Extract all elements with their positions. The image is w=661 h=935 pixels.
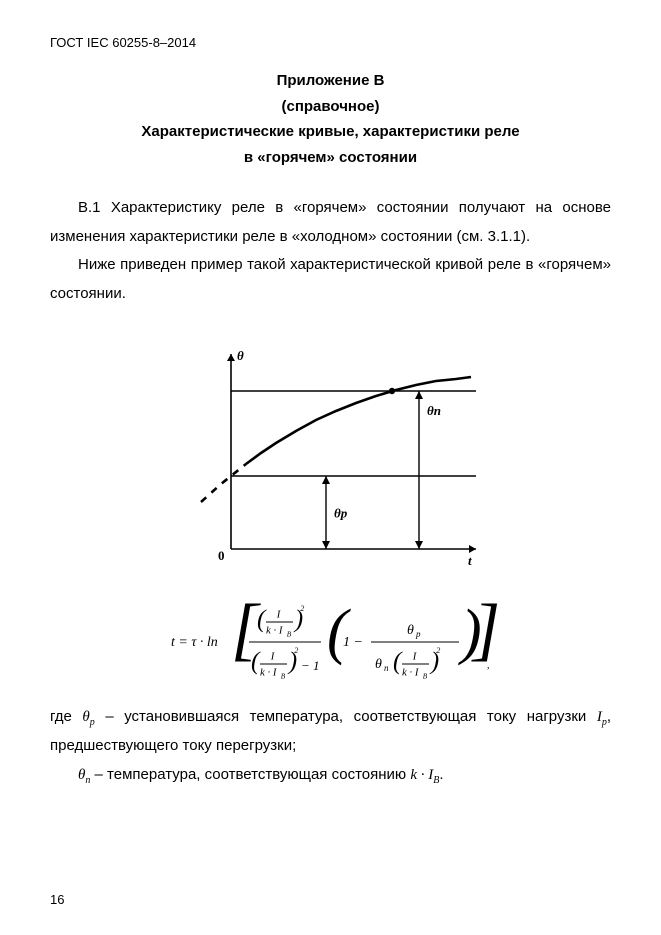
svg-text:k · I: k · I [266,625,284,637]
svg-text:θn: θn [427,403,441,418]
appendix-type: (справочное) [50,94,611,120]
svg-text:2: 2 [300,604,304,613]
document-id: ГОСТ IEC 60255-8–2014 [50,35,611,50]
svg-text:B: B [280,672,285,680]
where-line-1: где θp – установившаяся температура, соо… [50,703,611,761]
page-number: 16 [50,892,64,907]
svg-text:0: 0 [218,548,225,563]
where-line-2: θn – температура, соответствующая состоя… [50,761,611,790]
svg-text:k · I: k · I [402,667,420,679]
svg-text:(: ( [327,598,351,666]
svg-text:): ) [458,598,482,666]
svg-text:I: I [411,651,417,663]
svg-text:I: I [269,651,275,663]
relay-characteristic-chart: θp θn 0 t θ [176,334,486,579]
svg-text:,: , [487,660,490,671]
svg-text:θ: θ [237,348,244,363]
paragraph-2: Ниже приведен пример такой характеристич… [50,251,611,308]
svg-text:p: p [415,629,421,639]
svg-text:2: 2 [436,646,440,655]
svg-text:I: I [275,609,281,621]
svg-text:n: n [384,663,389,673]
svg-text:θ: θ [375,657,382,672]
appendix-label: Приложение В [50,68,611,94]
appendix-title-2: в «горячем» состоянии [50,145,611,171]
svg-text:t: t [468,553,472,568]
svg-text:θp: θp [334,506,348,521]
appendix-title-1: Характеристические кривые, характеристик… [50,119,611,145]
svg-text:B: B [422,672,427,680]
svg-text:− 1: − 1 [301,658,320,673]
svg-text:2: 2 [294,646,298,655]
formula: t = τ · ln[],()Ik · IB2()Ik · IB2 − 1()1… [50,592,611,697]
paragraph-1: В.1 Характеристику реле в «горячем» сост… [50,194,611,251]
svg-text:B: B [286,630,291,638]
svg-text:t = τ · ln: t = τ · ln [171,635,218,650]
svg-text:1 −: 1 − [343,635,363,650]
svg-text:k · I: k · I [260,667,278,679]
svg-text:θ: θ [407,623,414,638]
